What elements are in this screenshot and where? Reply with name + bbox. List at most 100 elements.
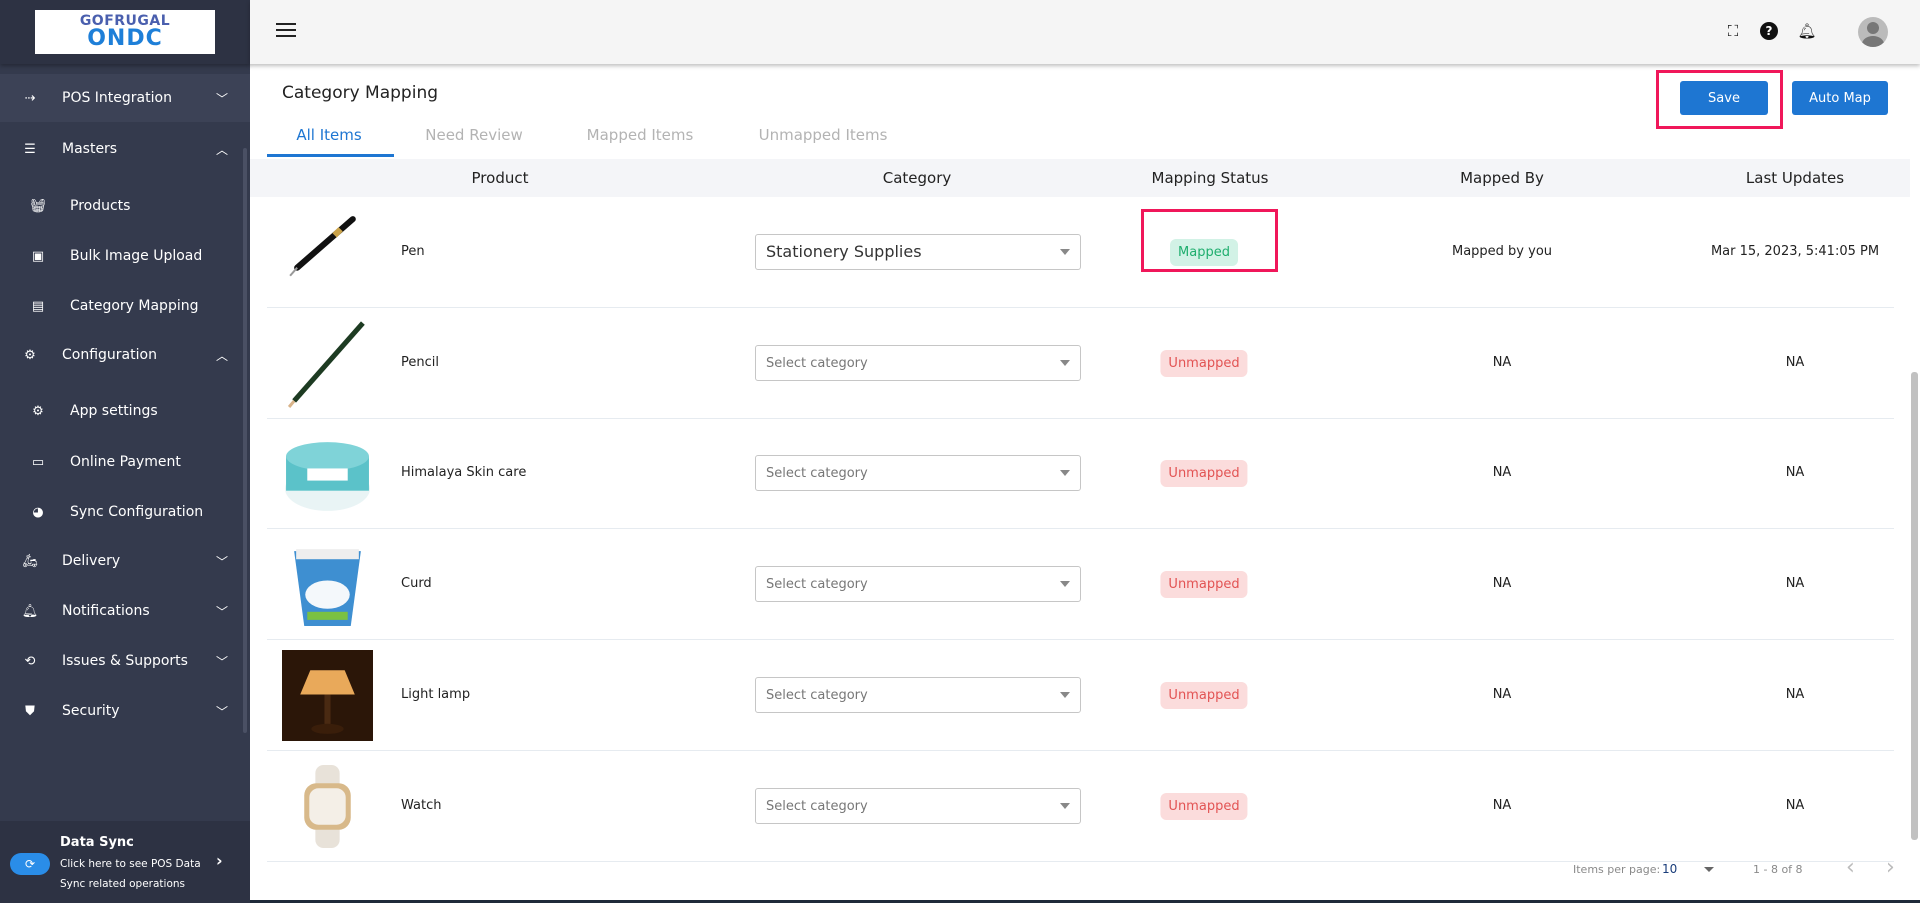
sidebar-item-category-mapping[interactable]: ▤ Category Mapping — [0, 284, 250, 328]
status-badge: Unmapped — [1160, 571, 1248, 599]
status-badge: Mapped — [1170, 239, 1238, 266]
col-last-updates: Last Updates — [1745, 169, 1845, 187]
images-icon: ▣ — [31, 248, 45, 264]
category-select[interactable]: Select category — [755, 344, 1081, 381]
scooter-icon: 🛵︎ — [21, 553, 39, 569]
status-badge: Unmapped — [1160, 792, 1248, 820]
mapped-by: NA — [1492, 576, 1512, 592]
category-value: Select category — [766, 687, 868, 703]
chevron-down-icon[interactable]: ﹀ — [215, 604, 228, 619]
table-row: Light lamp Select category Unmapped NA N… — [267, 640, 1894, 751]
product-image — [282, 539, 373, 630]
product-image — [282, 649, 373, 741]
page-title: Category Mapping — [282, 83, 439, 103]
category-select[interactable]: Select category — [755, 566, 1081, 603]
menu-icon[interactable] — [276, 23, 296, 39]
category-select[interactable]: Stationery Supplies — [755, 234, 1081, 270]
sidebar-item-label: Configuration — [62, 347, 157, 363]
sidebar-item-label: App settings — [70, 403, 158, 419]
sidebar-item-masters[interactable]: ☰ Masters ︿ — [0, 127, 250, 171]
chevron-right-icon[interactable]: › — [216, 851, 223, 870]
table-row: Pencil Select category Unmapped NA NA — [267, 308, 1894, 419]
sidebar-item-pos-integration[interactable]: ⇢ POS Integration ﹀ — [0, 74, 250, 122]
last-update: NA — [1785, 354, 1805, 370]
chevron-down-icon[interactable]: ﹀ — [215, 554, 228, 569]
prev-page-button[interactable]: ‹ — [1846, 855, 1855, 880]
avatar[interactable] — [1858, 17, 1888, 47]
per-page-value: 10 — [1662, 862, 1678, 876]
table-row: Himalaya Skin care Select category Unmap… — [267, 418, 1894, 530]
items-per-page-select[interactable]: 10 — [1662, 862, 1718, 876]
product-name: Light lamp — [401, 686, 471, 702]
chevron-up-icon[interactable]: ︿ — [215, 142, 228, 157]
chevron-down-icon[interactable]: ﹀ — [215, 654, 228, 669]
tab-unmapped-items[interactable]: Unmapped Items — [758, 126, 888, 144]
product-image — [282, 761, 373, 852]
mapped-by: Mapped by you — [1451, 244, 1553, 259]
basket-icon: 🧺︎ — [29, 198, 47, 214]
sidebar-item-app-settings[interactable]: ⚙ App settings — [0, 389, 250, 433]
support-icon: ⟲ — [24, 653, 36, 669]
sidebar-item-label: Delivery — [62, 553, 121, 569]
help-icon[interactable]: ? — [1760, 22, 1778, 40]
chevron-down-icon[interactable]: ﹀ — [215, 91, 228, 106]
sidebar-item-label: Security — [62, 703, 120, 719]
sidebar-item-issues-supports[interactable]: ⟲ Issues & Supports ﹀ — [0, 639, 250, 683]
bottom-border — [250, 900, 1920, 903]
bell-icon[interactable]: 🔔︎ — [1797, 22, 1817, 40]
mapped-by: NA — [1492, 465, 1512, 481]
category-value: Select category — [766, 798, 868, 814]
sidebar-item-delivery[interactable]: 🛵︎ Delivery ﹀ — [0, 539, 250, 583]
chevron-up-icon[interactable]: ︿ — [215, 348, 228, 363]
col-category: Category — [882, 169, 952, 187]
sidebar-item-label: Notifications — [62, 603, 150, 619]
category-select[interactable]: Select category — [755, 787, 1081, 824]
fullscreen-icon[interactable]: ⛶ — [1727, 22, 1739, 40]
main-scrollbar[interactable] — [1911, 372, 1918, 840]
highlight-box — [1656, 70, 1783, 129]
sidebar-item-label: Masters — [62, 141, 118, 157]
auto-map-button[interactable]: Auto Map — [1792, 81, 1888, 115]
pie-icon: ◕ — [32, 504, 44, 520]
sidebar-item-sync-configuration[interactable]: ◕ Sync Configuration — [0, 490, 250, 534]
tab-mapped-items[interactable]: Mapped Items — [586, 126, 694, 144]
sidebar-scrollbar[interactable] — [243, 148, 247, 733]
product-name: Curd — [401, 576, 432, 592]
sidebar-item-security[interactable]: ⛊ Security ﹀ — [0, 689, 250, 733]
status-badge: Unmapped — [1160, 460, 1248, 488]
sidebar-item-label: Online Payment — [70, 454, 181, 470]
mapped-by: NA — [1492, 686, 1512, 702]
data-sync-panel[interactable]: ⟳ Data Sync Click here to see POS Data S… — [0, 821, 250, 903]
category-select[interactable]: Select category — [755, 455, 1081, 492]
save-button[interactable]: Save — [1680, 81, 1768, 115]
product-name: Watch — [401, 797, 442, 813]
gear-icon: ⚙ — [24, 347, 36, 363]
product-name: Himalaya Skin care — [401, 465, 527, 481]
caret-down-icon — [1060, 249, 1070, 255]
sidebar: GOFRUGAL ONDC ⇢ POS Integration ﹀ ☰ Masters ︿… — [0, 0, 250, 903]
next-page-button[interactable]: › — [1886, 855, 1895, 880]
last-update: NA — [1785, 576, 1805, 592]
sidebar-item-bulk-image-upload[interactable]: ▣ Bulk Image Upload — [0, 234, 250, 278]
sidebar-item-notifications[interactable]: 🔔︎ Notifications ﹀ — [0, 589, 250, 633]
table-row: Watch Select category Unmapped NA NA — [267, 751, 1894, 862]
sidebar-item-configuration[interactable]: ⚙ Configuration ︿ — [0, 333, 250, 377]
caret-down-icon — [1060, 802, 1070, 809]
sidebar-item-products[interactable]: 🧺︎ Products — [0, 184, 250, 228]
caret-down-icon — [1060, 691, 1070, 698]
sidebar-item-online-payment[interactable]: ▭ Online Payment — [0, 440, 250, 484]
category-select[interactable]: Select category — [755, 676, 1081, 713]
sidebar-item-label: POS Integration — [62, 90, 172, 106]
chevron-down-icon[interactable]: ﹀ — [215, 704, 228, 719]
shield-icon: ⛊ — [25, 703, 35, 719]
page-range: 1 - 8 of 8 — [1753, 863, 1803, 876]
tab-all-items[interactable]: All Items — [296, 126, 362, 144]
product-name: Pencil — [401, 354, 439, 370]
product-name: Pen — [401, 244, 425, 259]
table-row: Pen Stationery Supplies Mapped Mapped by… — [267, 197, 1894, 308]
category-value: Select category — [766, 355, 868, 371]
data-sync-title: Data Sync — [60, 835, 134, 850]
data-sync-desc: Click here to see POS Data — [60, 858, 201, 870]
logo[interactable]: GOFRUGAL ONDC — [35, 10, 215, 54]
tab-need-review[interactable]: Need Review — [425, 126, 523, 144]
